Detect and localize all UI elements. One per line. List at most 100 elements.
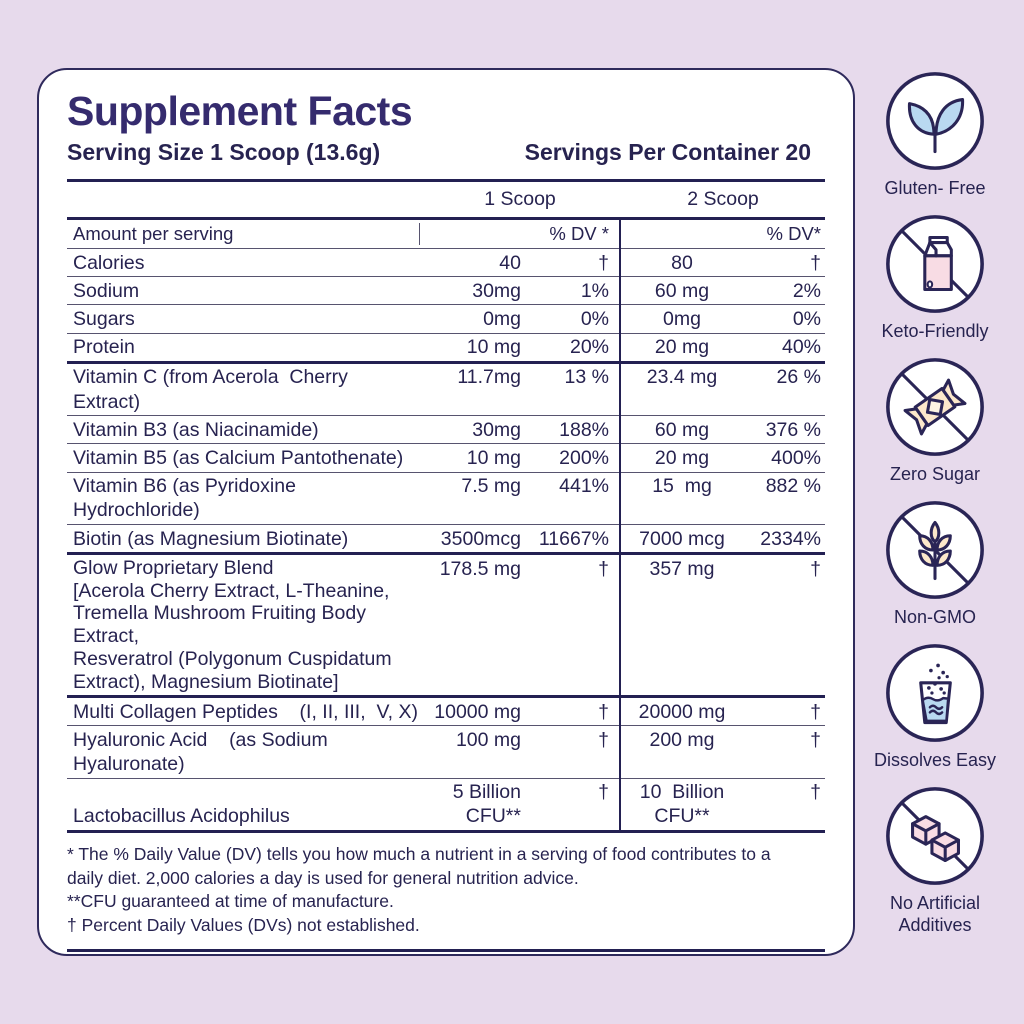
- cell-dv2: †: [810, 557, 821, 580]
- cell-amt1: 30mg: [472, 279, 521, 302]
- cell-dv1: 13 %: [564, 366, 609, 389]
- divider: [67, 179, 825, 182]
- cell-dv1: †: [598, 557, 609, 580]
- cell-amt1: 10 mg: [466, 336, 521, 359]
- cell-amt1: 7.5 mg: [461, 475, 521, 498]
- cell-dv1: 0%: [580, 307, 609, 330]
- cell-amt2: 23.4 mg: [646, 366, 718, 389]
- cell-amt2: 357 mg: [649, 557, 715, 580]
- badge-label: Dissolves Easy: [873, 750, 997, 770]
- badge-dissolves-easy: Dissolves Easy: [874, 642, 996, 771]
- badge-label: Gluten- Free: [884, 178, 986, 198]
- cell-amt2: 200 mg: [649, 728, 715, 751]
- cell-amt2: 0mg: [663, 307, 701, 330]
- cell-amt1: 40: [499, 251, 521, 274]
- table-row: Vitamin B5 (as Calcium Pantothenate) 10 m…: [67, 444, 825, 473]
- table-row: Vitamin B6 (as Pyridoxine Hydrochloride)…: [67, 473, 825, 526]
- table-row: Calories 40 † 80 †: [67, 249, 825, 278]
- cell-name: Glow Proprietary Blend [Acerola Cherry E…: [73, 556, 392, 693]
- amount-per-serving-label: Amount per serving: [73, 223, 234, 244]
- table-row: Sodium 30mg 1% 60 mg 2%: [67, 277, 825, 306]
- table-row: Lactobacillus Acidophilus 5 Billion CFU**…: [67, 779, 825, 834]
- table-row: Biotin (as Magnesium Biotinate) 3500mcg 11…: [67, 525, 825, 556]
- facts-table: Amount per serving % DV * % DV* Calories…: [67, 220, 825, 834]
- cell-dv1: †: [598, 251, 609, 274]
- serving-info: Serving Size 1 Scoop (13.6g) Servings Pe…: [67, 139, 825, 166]
- cell-name: Calories: [73, 251, 145, 274]
- cell-name: Sodium: [73, 279, 140, 302]
- cell-name: Biotin (as Magnesium Biotinate): [73, 527, 349, 550]
- cell-dv2: 2%: [792, 279, 821, 302]
- cell-amt2: 60 mg: [654, 279, 710, 302]
- cell-name: Sugars: [73, 307, 135, 330]
- cell-name: Vitamin B6 (as Pyridoxine Hydrochloride): [73, 475, 302, 522]
- dissolving-glass-icon: [884, 642, 986, 744]
- footnotes: * The % Daily Value (DV) tells you how m…: [67, 843, 825, 937]
- cell-amt1: 5 Billion CFU**: [452, 781, 521, 828]
- cell-amt1: 0mg: [483, 307, 521, 330]
- cell-amt1: 100 mg: [455, 728, 521, 751]
- amount-header-row: Amount per serving % DV * % DV*: [67, 220, 825, 249]
- no-candy-icon: [884, 356, 986, 458]
- badge-label: No Artificial Additives: [889, 893, 981, 935]
- table-row: Multi Collagen Peptides (I, II, III, V, …: [67, 698, 825, 727]
- column-group-divider: [619, 220, 621, 834]
- cell-name: Multi Collagen Peptides (I, II, III, V, …: [73, 700, 419, 723]
- servings-per-container: Servings Per Container 20: [524, 139, 811, 165]
- badge-non-gmo: Non-GMO: [884, 499, 986, 628]
- cell-name: Hyaluronic Acid (as Sodium Hyaluronate): [73, 728, 334, 775]
- no-dairy-carton-icon: [884, 213, 986, 315]
- col-header-2-scoop: 2 Scoop: [687, 188, 759, 210]
- divider: [67, 949, 825, 952]
- cell-dv2: †: [810, 781, 821, 804]
- cell-name: Vitamin C (from Acerola Cherry Extract): [73, 366, 354, 413]
- feature-badges: Gluten- Free Keto-Friendly: [855, 70, 1015, 950]
- cell-amt2: 15 mg: [652, 475, 712, 498]
- cell-dv2: 26 %: [776, 366, 821, 389]
- footnote-dagger: † Percent Daily Values (DVs) not establi…: [67, 914, 420, 935]
- col-header-1-scoop: 1 Scoop: [484, 188, 556, 210]
- table-rows-container: Calories 40 † 80 † Sodium 30mg 1% 60 mg 2% Sugars 0…: [67, 249, 825, 834]
- badge-zero-sugar: Zero Sugar: [884, 356, 986, 485]
- panel-title: Supplement Facts: [67, 88, 413, 134]
- cell-amt2: 7000 mcg: [639, 527, 725, 550]
- sprout-icon: [884, 70, 986, 172]
- no-wheat-icon: [884, 499, 986, 601]
- cell-name: Vitamin B3 (as Niacinamide): [73, 418, 319, 441]
- no-additives-cubes-icon: [884, 785, 986, 887]
- cell-amt2: 10 Billion CFU**: [639, 781, 725, 828]
- cell-amt2: 20 mg: [654, 336, 710, 359]
- table-row: Protein 10 mg 20% 20 mg 40%: [67, 334, 825, 364]
- cell-dv2: 40%: [781, 336, 821, 359]
- cell-amt1: 10 mg: [466, 446, 521, 469]
- dv-header-1: % DV *: [549, 223, 609, 244]
- cell-amt2: 20000 mg: [638, 700, 726, 723]
- badge-label: Zero Sugar: [889, 464, 981, 484]
- spacer: [419, 223, 529, 245]
- footnote-cfu: **CFU guaranteed at time of manufacture.: [67, 891, 394, 912]
- cell-dv1: 200%: [559, 446, 609, 469]
- table-row: Sugars 0mg 0% 0mg 0%: [67, 305, 825, 334]
- scoop-column-headers: 1 Scoop 2 Scoop: [67, 182, 825, 217]
- badge-no-artificial-additives: No Artificial Additives: [860, 785, 1010, 936]
- cell-amt1: 178.5 mg: [439, 557, 521, 580]
- supplement-facts-panel: Supplement Facts Serving Size 1 Scoop (1…: [37, 68, 855, 956]
- badge-label: Non-GMO: [893, 607, 976, 627]
- cell-dv2: †: [810, 700, 821, 723]
- footnote-daily-value: * The % Daily Value (DV) tells you how m…: [67, 844, 771, 888]
- cell-name: Lactobacillus Acidophilus: [73, 805, 290, 828]
- table-row: Glow Proprietary Blend [Acerola Cherry E…: [67, 555, 825, 699]
- cell-dv1: 441%: [559, 475, 609, 498]
- cell-dv1: †: [598, 728, 609, 751]
- cell-name: Vitamin B5 (as Calcium Pantothenate): [73, 446, 404, 469]
- table-row: Hyaluronic Acid (as Sodium Hyaluronate) 1…: [67, 726, 825, 779]
- badge-label: Keto-Friendly: [881, 321, 989, 341]
- table-row: Vitamin B3 (as Niacinamide) 30mg 188% 60 mg…: [67, 416, 825, 445]
- cell-amt2: 60 mg: [654, 418, 710, 441]
- cell-dv1: †: [598, 781, 609, 804]
- cell-amt1: 11.7mg: [457, 366, 521, 389]
- table-row: Vitamin C (from Acerola Cherry Extract) 1…: [67, 364, 825, 417]
- serving-size: Serving Size 1 Scoop (13.6g): [67, 139, 381, 165]
- cell-dv2: †: [810, 251, 821, 274]
